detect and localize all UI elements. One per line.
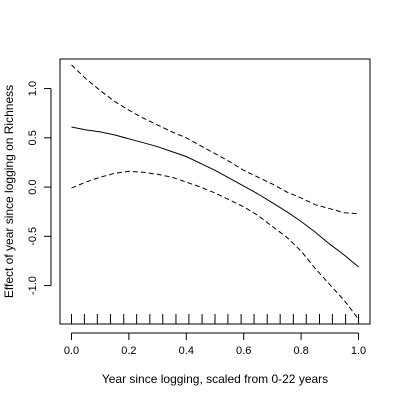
y-tick-label-1: -0.5 xyxy=(27,227,39,246)
x-tick-label-1: 0.2 xyxy=(121,345,136,357)
y-axis-title: Effect of year since logging on Richness xyxy=(2,85,16,298)
x-tick-label-3: 0.6 xyxy=(236,345,251,357)
series-upper-ci-line xyxy=(71,64,359,215)
y-tick-label-0: -1.0 xyxy=(27,276,39,295)
y-tick-label-4: 1.0 xyxy=(27,81,39,96)
plot-box xyxy=(59,58,371,325)
x-axis: 0.0 0.2 0.4 0.6 0.8 1.0 xyxy=(64,332,366,357)
y-axis: -1.0 -0.5 0.0 0.5 1.0 xyxy=(27,81,52,295)
series-lower-ci-line xyxy=(71,170,359,320)
x-tick-label-5: 1.0 xyxy=(351,345,366,357)
series-fit-line xyxy=(71,126,359,268)
y-tick-label-3: 0.5 xyxy=(27,130,39,145)
x-tick-label-2: 0.4 xyxy=(179,345,194,357)
rug-layer xyxy=(70,314,360,324)
x-tick-label-0: 0.0 xyxy=(64,345,79,357)
lines-layer xyxy=(71,64,359,320)
y-tick-label-2: 0.0 xyxy=(27,179,39,194)
x-tick-label-4: 0.8 xyxy=(293,345,308,357)
x-axis-title: Year since logging, scaled from 0-22 yea… xyxy=(102,372,328,386)
